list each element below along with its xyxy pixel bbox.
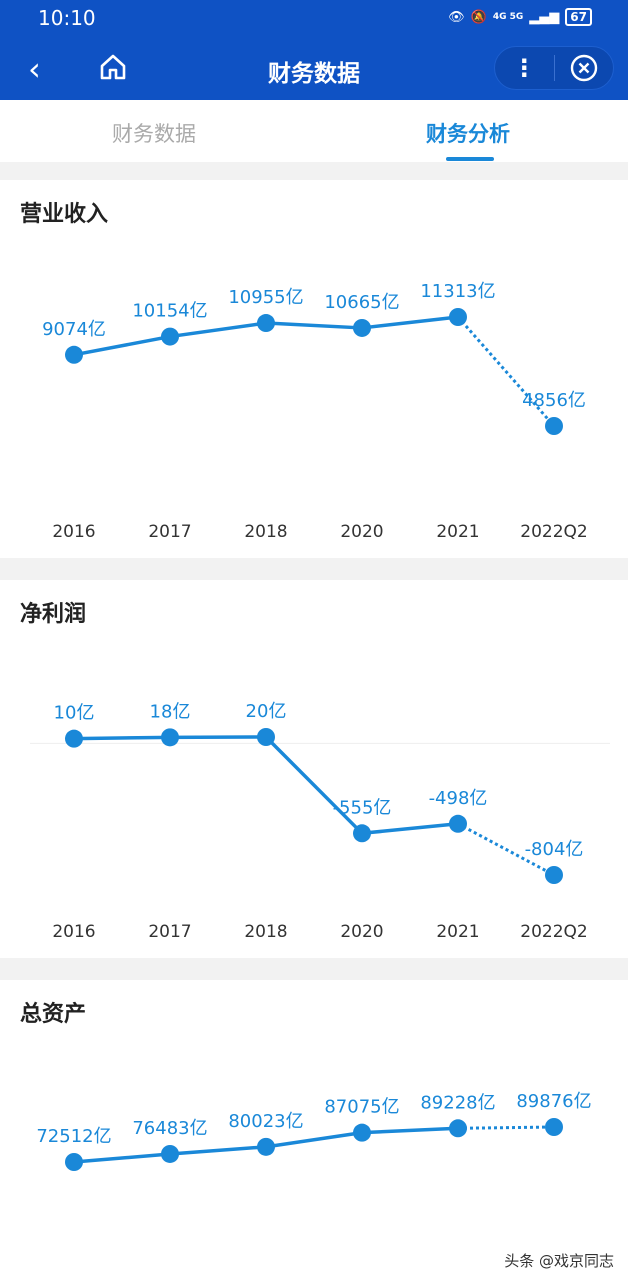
data-label: 4856亿 bbox=[522, 390, 586, 411]
status-time: 10:10 bbox=[38, 6, 96, 30]
chart-title: 总资产 bbox=[20, 1002, 87, 1027]
line-chart: 10亿 2016 18亿 2017 20亿 2018 -555亿 2020 -498亿 2021 -… bbox=[30, 701, 610, 942]
tab-financial-analysis[interactable]: 财务分析 bbox=[426, 122, 510, 146]
data-point bbox=[449, 1119, 467, 1138]
x-tick-label: 2018 bbox=[244, 522, 287, 542]
x-tick-label: 2016 bbox=[52, 522, 95, 542]
x-tick-label: 2021 bbox=[436, 922, 479, 942]
data-label: -555亿 bbox=[333, 797, 392, 818]
network-type: 4G 5G bbox=[492, 12, 524, 22]
data-point bbox=[545, 1118, 563, 1136]
data-point bbox=[353, 824, 371, 843]
capsule-divider bbox=[553, 55, 555, 81]
eye-icon: 👁 bbox=[448, 9, 465, 25]
x-tick-label: 2022Q2 bbox=[520, 522, 587, 542]
x-tick-label: 2020 bbox=[340, 522, 383, 542]
line-segment bbox=[265, 1130, 363, 1149]
data-label: 89876亿 bbox=[516, 1091, 591, 1112]
data-point bbox=[353, 318, 371, 337]
x-tick-label: 2022Q2 bbox=[520, 922, 587, 942]
data-point bbox=[161, 728, 179, 747]
line-segment bbox=[361, 1126, 459, 1135]
data-label: 18亿 bbox=[150, 701, 191, 722]
line-segment bbox=[169, 1145, 267, 1156]
app-header: 10:10 👁 🔕 4G 5G ▂▄▆ 67 ‹ 财务数据 ⋮ bbox=[0, 0, 628, 100]
x-tick-label: 2021 bbox=[436, 522, 479, 542]
mute-icon: 🔕 bbox=[470, 9, 487, 25]
data-label: 76483亿 bbox=[132, 1118, 207, 1139]
x-tick-label: 2016 bbox=[52, 922, 95, 942]
dotted-segment bbox=[457, 822, 555, 877]
data-label: 10665亿 bbox=[324, 292, 399, 313]
data-label: 9074亿 bbox=[42, 319, 106, 340]
line-segment bbox=[361, 822, 459, 836]
chart-title: 营业收入 bbox=[20, 202, 109, 227]
x-tick-label: 2018 bbox=[244, 922, 287, 942]
data-point bbox=[353, 1123, 371, 1142]
x-tick-label: 2020 bbox=[340, 922, 383, 942]
data-point bbox=[65, 1153, 83, 1171]
line-segment bbox=[361, 315, 459, 330]
data-label: 10955亿 bbox=[228, 287, 303, 308]
line-segment bbox=[73, 334, 171, 357]
data-point bbox=[161, 327, 179, 346]
data-label: -498亿 bbox=[429, 788, 488, 809]
data-label: -804亿 bbox=[525, 839, 584, 860]
data-label: 89228亿 bbox=[420, 1092, 495, 1113]
signal-icon: ▂▄▆ bbox=[529, 9, 560, 25]
close-circle-icon bbox=[570, 54, 597, 82]
watermark: 头条 @戏京同志 bbox=[504, 1252, 614, 1270]
line-segment bbox=[73, 1152, 171, 1164]
data-label: 72512亿 bbox=[36, 1126, 111, 1147]
page-title: 财务数据 bbox=[268, 61, 360, 87]
x-tick-label: 2017 bbox=[148, 922, 191, 942]
line-segment bbox=[265, 321, 363, 330]
close-button[interactable] bbox=[554, 54, 613, 82]
data-point bbox=[257, 1137, 275, 1156]
line-segment bbox=[264, 735, 364, 835]
data-point bbox=[257, 728, 275, 746]
dotted-segment bbox=[456, 316, 556, 427]
data-label: 87075亿 bbox=[324, 1097, 399, 1118]
data-point bbox=[161, 1144, 179, 1163]
data-point bbox=[545, 866, 563, 884]
mini-program-capsule: ⋮ bbox=[494, 46, 614, 90]
data-label: 20亿 bbox=[246, 701, 287, 722]
net-profit-card: 净利润 10亿 2016 18亿 2017 20亿 2018 -555亿 2020 -498亿 2… bbox=[0, 580, 628, 958]
home-button[interactable] bbox=[98, 52, 128, 86]
data-label: 10亿 bbox=[54, 703, 95, 724]
revenue-card: 营业收入 9074亿 2016 10154亿 2017 10955亿 2018 10665亿… bbox=[0, 180, 628, 558]
data-label: 80023亿 bbox=[228, 1111, 303, 1132]
tab-financial-data[interactable]: 财务数据 bbox=[112, 122, 196, 146]
data-label: 10154亿 bbox=[132, 301, 207, 322]
line-chart: 72512亿 76483亿 80023亿 87075亿 89228亿 89876亿 bbox=[36, 1091, 592, 1171]
data-point bbox=[65, 345, 83, 364]
data-point bbox=[257, 314, 275, 333]
line-chart: 9074亿 2016 10154亿 2017 10955亿 2018 10665亿 2020 1… bbox=[42, 281, 588, 542]
home-icon bbox=[100, 54, 126, 80]
line-segment bbox=[169, 321, 267, 339]
x-tick-label: 2017 bbox=[148, 522, 191, 542]
data-point bbox=[449, 308, 467, 326]
more-button[interactable]: ⋮ bbox=[512, 54, 537, 82]
data-point bbox=[65, 729, 83, 748]
data-point bbox=[545, 417, 563, 435]
data-point bbox=[449, 814, 467, 833]
status-icons: 👁 🔕 4G 5G ▂▄▆ 67 bbox=[448, 8, 592, 26]
line-segment bbox=[73, 735, 171, 741]
active-tab-indicator bbox=[446, 157, 494, 161]
total-assets-card: 总资产 72512亿 76483亿 80023亿 87075亿 89228亿 89876亿 bbox=[0, 980, 628, 1280]
dotted-segment bbox=[457, 1125, 555, 1130]
battery-icon: 67 bbox=[565, 8, 592, 26]
chart-title: 净利润 bbox=[20, 602, 87, 627]
tab-bar: 财务数据 财务分析 bbox=[0, 100, 628, 162]
back-button[interactable]: ‹ bbox=[28, 50, 41, 88]
data-label: 11313亿 bbox=[420, 281, 495, 302]
